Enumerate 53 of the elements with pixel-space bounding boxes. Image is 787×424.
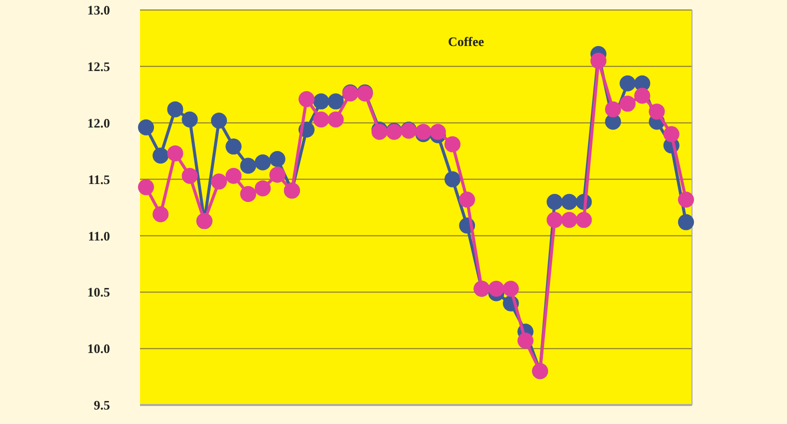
point (298, 91, 315, 108)
point (226, 168, 242, 184)
point (313, 111, 330, 128)
point (663, 126, 680, 142)
y-tick-label: 11.5 (88, 172, 110, 187)
point (210, 174, 227, 190)
point (240, 186, 256, 202)
point (167, 145, 184, 162)
point (430, 124, 446, 140)
point (328, 93, 344, 110)
y-tick-label: 13.0 (87, 2, 110, 18)
point (210, 112, 227, 129)
point (152, 148, 169, 164)
point (182, 168, 198, 184)
point (678, 192, 694, 208)
point (488, 280, 504, 297)
point (459, 192, 476, 208)
point (502, 280, 519, 297)
y-tick-label: 10.0 (87, 341, 110, 356)
point (328, 111, 344, 128)
point (269, 166, 286, 183)
text: Coffee (448, 34, 484, 49)
point (648, 104, 665, 120)
point (678, 214, 694, 230)
y-tick-label: 11.0 (88, 228, 110, 244)
point (546, 212, 563, 228)
point (152, 206, 169, 222)
y-tick-label: 12.0 (87, 115, 110, 130)
point (226, 138, 242, 155)
point (138, 179, 154, 196)
y-tick-label: 9.5 (94, 398, 110, 413)
y-tick-label: 10.5 (87, 284, 110, 300)
point (313, 93, 330, 110)
point (620, 96, 636, 112)
point (240, 158, 256, 174)
point (254, 180, 271, 196)
point (444, 171, 460, 188)
point (167, 101, 184, 118)
point (182, 111, 198, 128)
point (444, 136, 460, 152)
y-tick-label: 12.5 (87, 58, 110, 74)
point (254, 154, 271, 170)
point (269, 150, 286, 167)
point (561, 212, 578, 228)
point (138, 119, 154, 136)
point (605, 101, 622, 118)
point (561, 194, 578, 210)
point (517, 332, 534, 349)
point (590, 52, 606, 69)
point (634, 88, 650, 104)
point (576, 212, 592, 228)
point (620, 75, 636, 92)
point (546, 194, 563, 210)
